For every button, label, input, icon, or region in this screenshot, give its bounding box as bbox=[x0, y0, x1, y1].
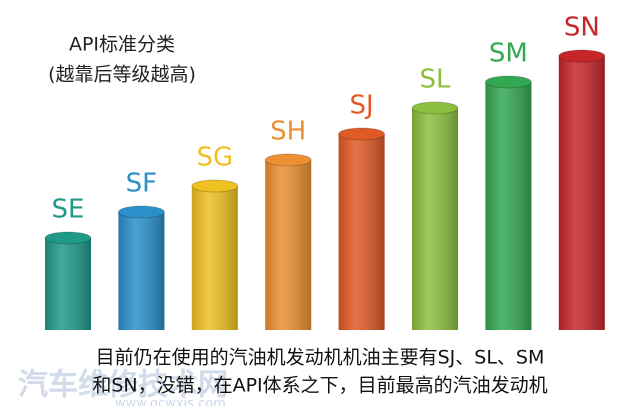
cylinder-top bbox=[338, 127, 386, 141]
cylinder-shade bbox=[338, 134, 385, 330]
watermark-url: www.qcwxjs.com bbox=[115, 397, 226, 406]
caption-line: 目前仍在使用的汽油机发动机机油主要有SJ、SL、SM bbox=[96, 347, 545, 369]
cylinder-shade bbox=[558, 56, 605, 330]
cylinder-top bbox=[117, 205, 165, 219]
cylinder-top bbox=[264, 153, 312, 167]
cylinder-shade bbox=[265, 160, 312, 330]
cylinder-top bbox=[411, 101, 459, 115]
grade-label: SJ bbox=[350, 91, 374, 121]
cylinders: SE SF SG SH SJ SL SM SN bbox=[44, 13, 606, 330]
cylinder-shade bbox=[412, 108, 458, 330]
cylinder-top bbox=[191, 179, 239, 193]
grade-label: SN bbox=[564, 13, 600, 43]
grade-label: SM bbox=[489, 39, 528, 69]
grade-label: SL bbox=[420, 65, 452, 95]
cylinder-shade bbox=[191, 186, 238, 330]
title-line: (越靠后等级越高) bbox=[48, 64, 196, 86]
title-line: API标准分类 bbox=[69, 34, 175, 56]
grade-label: SE bbox=[52, 195, 85, 225]
cylinder-top bbox=[558, 49, 606, 63]
watermark-name: 汽车维修技术网 bbox=[18, 368, 228, 403]
caption-line: 和SN，没错，在API体系之下，目前最高的汽油发动机 bbox=[92, 375, 547, 397]
cylinder-shade bbox=[45, 238, 91, 330]
cylinder-top bbox=[44, 231, 92, 245]
cylinder-top bbox=[484, 75, 532, 89]
grade-label: SH bbox=[270, 117, 306, 147]
cylinder-shade bbox=[485, 82, 532, 330]
grade-label: SG bbox=[196, 143, 233, 173]
cylinder-shade bbox=[118, 212, 165, 330]
grade-label: SF bbox=[126, 169, 157, 199]
